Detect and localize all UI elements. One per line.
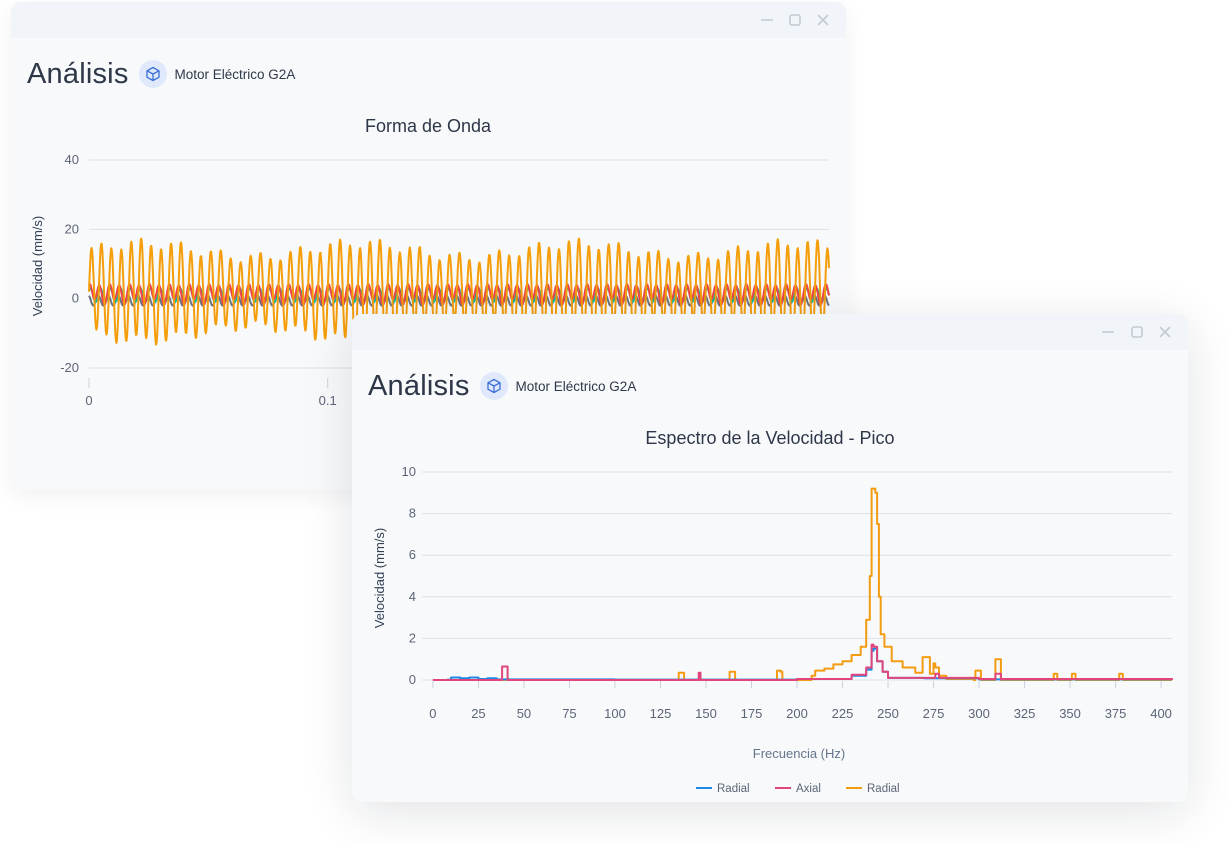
spectrum-chart: Espectro de la Velocidad - Pico Velocida… <box>372 428 1173 795</box>
x-tick-label: 0.1 <box>319 393 337 408</box>
waveform-series-line <box>88 237 830 346</box>
chart-title: Forma de Onda <box>365 116 492 136</box>
minimize-icon[interactable] <box>1099 323 1117 341</box>
y-axis-label: Velocidad (mm/s) <box>372 528 387 628</box>
window-titlebar[interactable] <box>352 314 1188 350</box>
x-tick-label: 275 <box>923 706 945 721</box>
maximize-icon[interactable] <box>786 11 804 29</box>
cube-icon <box>479 372 508 400</box>
spectrum-series-line <box>432 647 1173 681</box>
window-titlebar[interactable] <box>11 2 846 38</box>
analysis-header: Análisis Motor Eléctrico G2A <box>368 366 636 406</box>
chart-legend: Radial Axial Radial <box>696 783 900 795</box>
page-title: Análisis <box>27 57 129 90</box>
x-tick-label: 400 <box>1150 706 1172 721</box>
x-tick-label: 300 <box>968 706 990 721</box>
x-axis-label: Frecuencia (Hz) <box>753 746 845 761</box>
y-tick-label: 0 <box>72 291 79 306</box>
close-icon[interactable] <box>1156 323 1174 341</box>
y-tick-label: -20 <box>60 360 79 375</box>
x-tick-label: 0 <box>429 706 436 721</box>
x-tick-label: 25 <box>471 706 485 721</box>
y-tick-label: 10 <box>402 464 416 479</box>
x-tick-label: 250 <box>877 706 899 721</box>
y-tick-label: 6 <box>409 547 416 562</box>
x-tick-label: 150 <box>695 706 717 721</box>
x-tick-label: 200 <box>786 706 808 721</box>
close-icon[interactable] <box>814 11 832 29</box>
y-tick-label: 8 <box>409 506 416 521</box>
x-tick-label: 100 <box>604 706 626 721</box>
x-tick-label: 375 <box>1105 706 1127 721</box>
asset-name: Motor Eléctrico G2A <box>515 378 637 394</box>
y-axis-label: Velocidad (mm/s) <box>30 216 45 316</box>
x-tick-label: 125 <box>650 706 672 721</box>
y-tick-label: 2 <box>409 630 416 645</box>
x-tick-label: 50 <box>517 706 531 721</box>
legend-label[interactable]: Radial <box>867 783 900 795</box>
cube-icon <box>138 60 167 88</box>
legend-label[interactable]: Radial <box>717 783 750 795</box>
x-tick-label: 175 <box>741 706 763 721</box>
y-tick-label: 20 <box>65 221 79 236</box>
chart-title: Espectro de la Velocidad - Pico <box>645 428 894 448</box>
spectrum-window: Análisis Motor Eléctrico G2A Espectro de… <box>352 314 1188 802</box>
analysis-header: Análisis Motor Eléctrico G2A <box>27 54 295 94</box>
spectrum-series-line <box>432 643 1173 681</box>
minimize-icon[interactable] <box>758 11 776 29</box>
x-tick-label: 0 <box>85 393 92 408</box>
waveform-chart: Forma de Onda Velocidad (mm/s) 40 20 0 -20 0… <box>30 116 830 408</box>
spectrum-series-line <box>432 487 1172 681</box>
asset-name: Motor Eléctrico G2A <box>174 66 296 82</box>
y-tick-label: 4 <box>409 589 416 604</box>
legend-label[interactable]: Axial <box>796 783 821 795</box>
y-tick-label: 40 <box>65 152 79 167</box>
x-tick-label: 75 <box>562 706 576 721</box>
x-tick-label: 350 <box>1059 706 1081 721</box>
y-tick-label: 0 <box>409 672 416 687</box>
x-tick-label: 225 <box>832 706 854 721</box>
x-tick-label: 325 <box>1014 706 1036 721</box>
page-title: Análisis <box>368 369 470 402</box>
maximize-icon[interactable] <box>1128 323 1146 341</box>
